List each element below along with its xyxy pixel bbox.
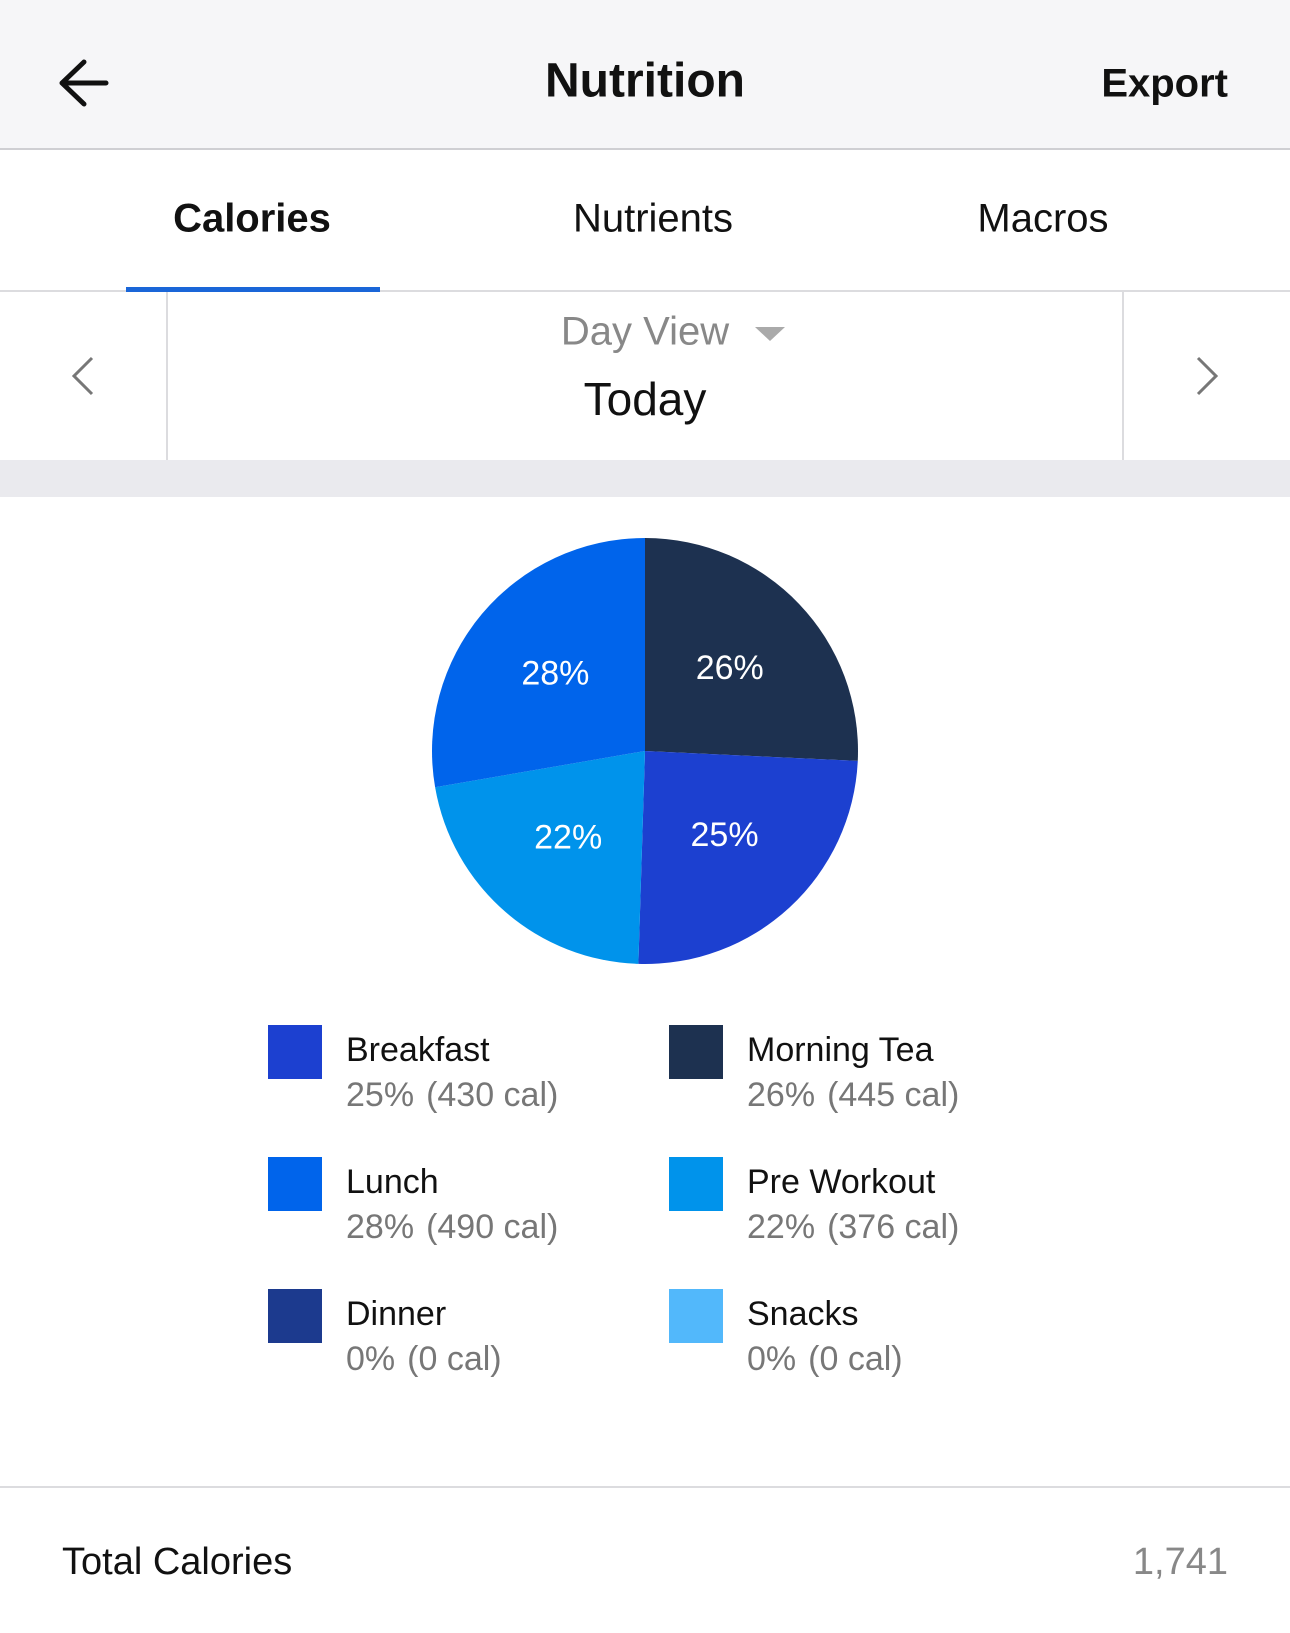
- legend-calories: (0 cal): [407, 1340, 501, 1378]
- pie-slice: [432, 538, 645, 788]
- dropdown-caret: [755, 327, 785, 341]
- legend-name: Lunch: [346, 1163, 439, 1201]
- period-label: Today: [584, 373, 707, 425]
- legend-calories: (445 cal): [827, 1076, 959, 1114]
- slice-label: 26%: [696, 649, 764, 687]
- legend-name: Morning Tea: [747, 1031, 934, 1069]
- legend-swatch: [268, 1157, 322, 1211]
- tab[interactable]: Macros: [977, 197, 1108, 241]
- total-label: Total Calories: [62, 1541, 292, 1583]
- legend-swatch: [669, 1289, 723, 1343]
- export-button[interactable]: Export: [1101, 62, 1228, 106]
- legend-calories: (0 cal): [808, 1340, 902, 1378]
- pie-chart: 26% 25% 22% 28%: [432, 538, 858, 964]
- slice-label: 22%: [534, 818, 602, 856]
- legend-name: Pre Workout: [747, 1163, 936, 1201]
- legend-detail: 0% (0 cal): [747, 1340, 903, 1378]
- tab-indicator: [126, 287, 380, 292]
- legend: Breakfast 25% (430 cal) Morning Tea 26% (445 …: [268, 1025, 959, 1378]
- pie-slice: [638, 751, 858, 964]
- legend-name: Dinner: [346, 1295, 446, 1333]
- page-title: Nutrition: [545, 55, 745, 108]
- prev-button[interactable]: [71, 356, 94, 396]
- tab[interactable]: Nutrients: [573, 197, 733, 241]
- legend-detail: 25% (430 cal): [346, 1076, 558, 1114]
- legend-percent: 0%: [346, 1340, 395, 1378]
- legend-detail: 0% (0 cal): [346, 1340, 502, 1378]
- legend-name: Snacks: [747, 1295, 859, 1333]
- total-value: 1,741: [1133, 1541, 1228, 1583]
- view-dropdown[interactable]: Day View: [561, 310, 729, 354]
- legend-percent: 25%: [346, 1076, 414, 1114]
- tab[interactable]: Calories: [173, 197, 331, 241]
- legend-percent: 0%: [747, 1340, 796, 1378]
- back-arrow: [59, 59, 109, 107]
- legend-percent: 26%: [747, 1076, 815, 1114]
- next-button[interactable]: [1196, 356, 1219, 396]
- legend-detail: 26% (445 cal): [747, 1076, 959, 1114]
- header-bg: [0, 0, 1290, 149]
- pie-slice: [435, 751, 645, 964]
- slice-label: 28%: [521, 655, 589, 693]
- legend-percent: 28%: [346, 1208, 414, 1246]
- legend-swatch: [669, 1157, 723, 1211]
- legend-percent: 22%: [747, 1208, 815, 1246]
- legend-calories: (430 cal): [426, 1076, 558, 1114]
- legend-calories: (376 cal): [827, 1208, 959, 1246]
- legend-name: Breakfast: [346, 1031, 490, 1069]
- legend-detail: 22% (376 cal): [747, 1208, 959, 1246]
- legend-calories: (490 cal): [426, 1208, 558, 1246]
- section-gap: [0, 460, 1290, 497]
- slice-label: 25%: [691, 816, 759, 854]
- legend-swatch: [669, 1025, 723, 1079]
- pie-slice: [645, 538, 858, 761]
- legend-detail: 28% (490 cal): [346, 1208, 558, 1246]
- back-button[interactable]: [59, 59, 109, 107]
- legend-swatch: [268, 1025, 322, 1079]
- legend-swatch: [268, 1289, 322, 1343]
